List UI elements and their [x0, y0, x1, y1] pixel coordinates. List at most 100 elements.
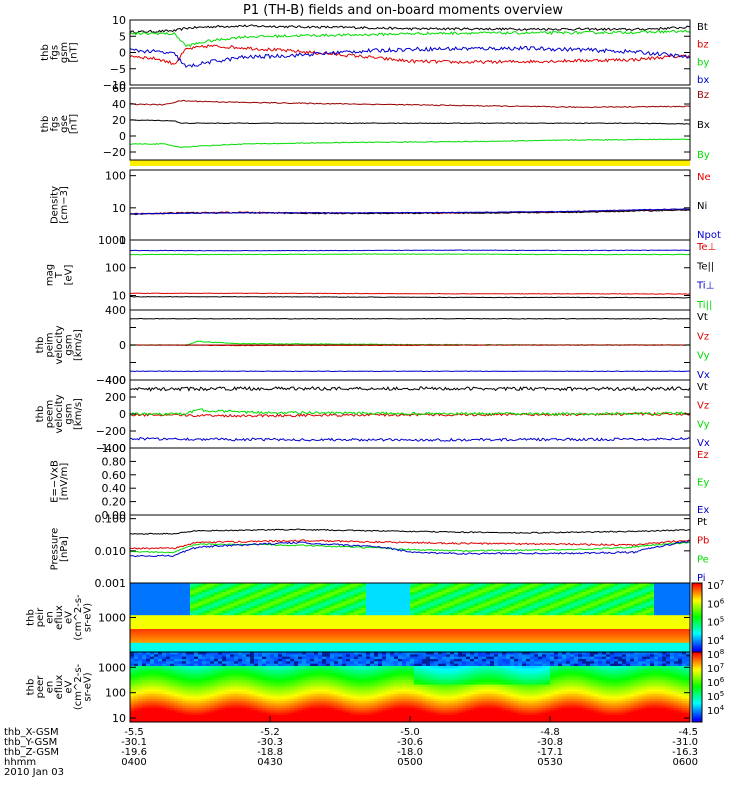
spectrogram-cell: [670, 635, 675, 639]
spectrogram-cell: [526, 596, 531, 600]
spectrogram-cell: [562, 596, 567, 600]
spectrogram-cell: [650, 594, 655, 598]
spectrogram-cell: [166, 677, 171, 681]
spectrogram-cell: [566, 612, 571, 616]
spectrogram-cell: [550, 589, 555, 593]
spectrogram-cell: [154, 589, 159, 593]
spectrogram-cell: [194, 599, 199, 602]
spectrogram-cell: [334, 622, 339, 625]
spectrogram-cell: [498, 642, 503, 646]
spectrogram-cell: [530, 599, 535, 602]
spectrogram-cell: [138, 617, 143, 621]
spectrogram-cell: [426, 642, 431, 646]
legend-peim-velocity: Vt: [697, 312, 708, 323]
spectrogram-cell: [434, 635, 439, 639]
spectrogram-cell: [218, 640, 223, 644]
spectrogram-cell: [378, 622, 383, 625]
spectrogram-cell: [518, 615, 523, 618]
spectrogram-cell: [654, 589, 659, 593]
spectrogram-cell: [442, 624, 447, 628]
spectrogram-cell: [506, 647, 511, 651]
y-axis-label: [km/s]: [73, 329, 84, 361]
spectrogram-cell: [150, 645, 155, 648]
spectrogram-cell: [530, 635, 535, 639]
spectrogram-cell: [466, 592, 471, 595]
spectrogram-cell: [138, 631, 143, 634]
spectrogram-cell: [130, 596, 135, 600]
spectrogram-cell: [566, 601, 571, 605]
spectrogram-cell: [490, 589, 495, 593]
spectrogram-cell: [554, 622, 559, 625]
spectrogram-cell: [130, 696, 135, 700]
spectrogram-cell: [418, 587, 423, 591]
spectrogram-cell: [442, 587, 447, 591]
spectrogram-cell: [362, 624, 367, 628]
spectrogram-cell: [646, 599, 651, 602]
panel-frame: [129, 87, 691, 161]
spectrogram-cell: [514, 649, 519, 653]
spectrogram-cell: [394, 624, 399, 628]
spectrogram-cell: [682, 606, 687, 609]
spectrogram-cell: [682, 642, 687, 646]
spectrogram-cell: [646, 629, 651, 632]
spectrogram-cell: [470, 599, 475, 602]
spectrogram-cell: [438, 599, 443, 602]
spectrogram-cell: [254, 645, 259, 648]
spectrogram-cell: [270, 629, 275, 632]
spectrogram-cell: [530, 647, 535, 651]
spectrogram-cell: [342, 619, 347, 623]
spectrogram-cell: [658, 606, 663, 609]
spectrogram-cell: [606, 608, 611, 611]
spectrogram-cell: [162, 673, 167, 676]
spectrogram-cell: [226, 638, 231, 641]
spectrogram-cell: [166, 684, 171, 688]
colorbar-swatch: [692, 624, 702, 627]
spectrogram-cell: [234, 612, 239, 616]
spectrogram-cell: [398, 608, 403, 611]
spectrogram-cell: [598, 635, 603, 639]
spectrogram-cell: [142, 680, 147, 683]
spectrogram-cell: [186, 603, 191, 607]
spectrogram-cell: [394, 631, 399, 634]
spectrogram-cell: [250, 649, 255, 653]
spectrogram-cell: [518, 647, 523, 651]
spectrogram-cell: [494, 619, 499, 623]
spectrogram-cell: [162, 691, 167, 695]
spectrogram-cell: [262, 638, 267, 641]
spectrogram-cell: [678, 587, 683, 591]
spectrogram-cell: [482, 596, 487, 600]
spectrogram-cell: [686, 640, 691, 644]
spectrogram-cell: [586, 585, 591, 588]
spectrogram-cell: [174, 647, 179, 651]
spectrogram-cell: [598, 619, 603, 623]
spectrogram-cell: [646, 606, 651, 609]
spectrogram-cell: [238, 629, 243, 632]
spectrogram-cell: [306, 615, 311, 618]
spectrogram-cell: [410, 629, 415, 632]
spectrogram-cell: [606, 589, 611, 593]
spectrogram-cell: [154, 680, 159, 683]
spectrogram-cell: [530, 629, 535, 632]
spectrogram-cell: [190, 601, 195, 605]
spectrogram-cell: [158, 610, 163, 614]
spectrogram-cell: [606, 612, 611, 616]
spectrogram-cell: [138, 615, 143, 618]
spectrogram-cell: [146, 601, 151, 605]
spectrogram-cell: [518, 583, 523, 586]
spectrogram-cell: [142, 606, 147, 609]
spectrogram-cell: [350, 585, 355, 588]
spectrogram-cell: [642, 592, 647, 595]
spectrogram-cell: [146, 705, 151, 709]
spectrogram-cell: [322, 592, 327, 595]
spectrogram-cell: [374, 589, 379, 593]
spectrogram-cell: [430, 624, 435, 628]
spectrogram-cell: [558, 631, 563, 634]
spectrogram-cell: [186, 691, 191, 695]
spectrogram-cell: [442, 635, 447, 639]
spectrogram-cell: [634, 633, 639, 637]
spectrogram-cell: [134, 652, 139, 655]
spectrogram-cell: [470, 583, 475, 586]
spectrogram-cell: [474, 645, 479, 648]
spectrogram-cell: [538, 633, 543, 637]
spectrogram-cell: [190, 661, 195, 665]
